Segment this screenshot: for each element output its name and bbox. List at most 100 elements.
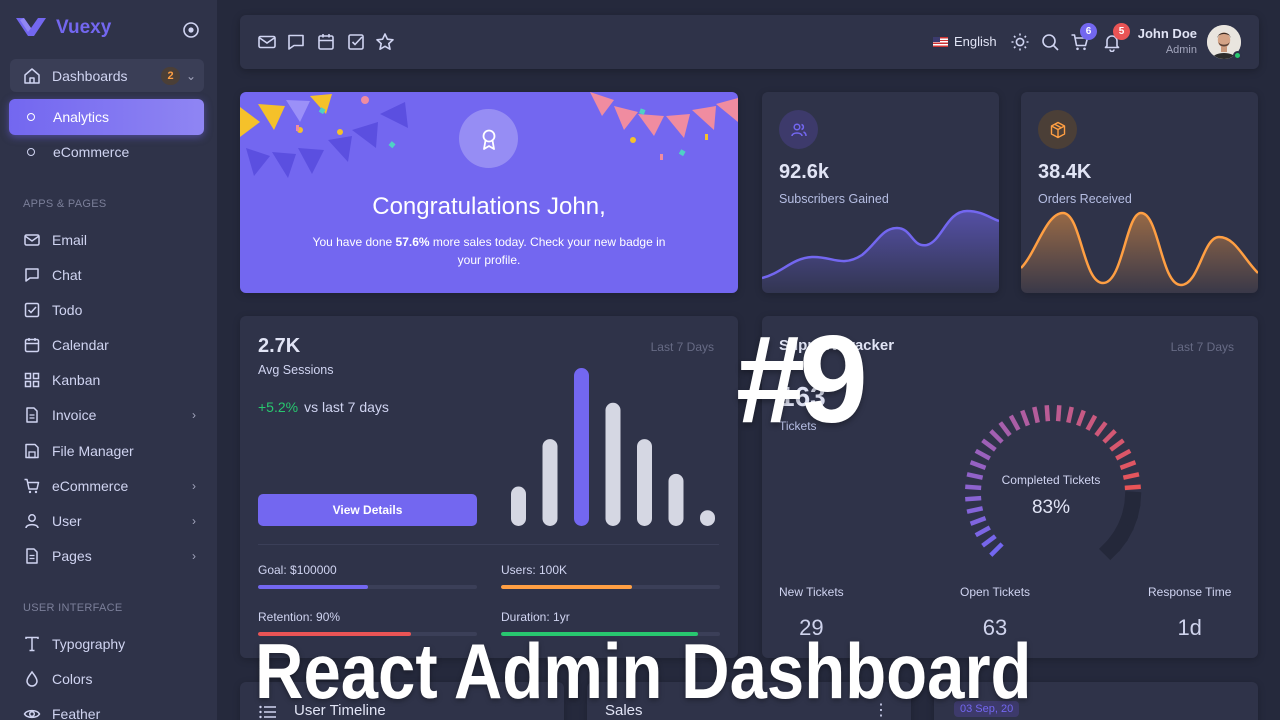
sidebar-item-label: eCommerce bbox=[52, 477, 129, 494]
sidebar-item-label: Calendar bbox=[52, 336, 109, 353]
gauge-segment bbox=[981, 438, 997, 452]
orders-received-card: 38.4K Orders Received bbox=[1021, 92, 1258, 293]
metric-goal: Goal: $100000 bbox=[258, 563, 477, 589]
sidebar-item-user[interactable]: User › bbox=[10, 504, 204, 537]
sidebar-item-label: Pages bbox=[52, 547, 92, 564]
sidebar-item-analytics[interactable]: Analytics bbox=[9, 99, 204, 135]
sidebar-item-label: Colors bbox=[52, 670, 93, 687]
gauge-segment bbox=[989, 429, 1004, 444]
progress-track bbox=[501, 585, 720, 589]
gauge-segment bbox=[1044, 405, 1051, 422]
support-range-dropdown[interactable]: Last 7 Days bbox=[1170, 340, 1234, 354]
user-icon bbox=[22, 511, 42, 531]
gauge-segment bbox=[1109, 438, 1125, 452]
gauge-segment bbox=[1020, 409, 1030, 427]
progress-fill bbox=[501, 585, 633, 589]
star-icon[interactable] bbox=[375, 32, 395, 52]
language-selector[interactable]: English bbox=[933, 34, 997, 49]
chevron-right-icon: › bbox=[192, 407, 196, 422]
chevron-down-icon: ⌄ bbox=[185, 68, 196, 83]
completed-tickets-gauge bbox=[965, 405, 1142, 561]
subscribers-area-chart bbox=[762, 209, 999, 293]
sidebar-item-label: Analytics bbox=[53, 109, 110, 125]
avatar[interactable] bbox=[1207, 25, 1241, 59]
chevron-right-icon: › bbox=[192, 513, 196, 528]
gauge-segment bbox=[1112, 521, 1134, 542]
search-icon[interactable] bbox=[1040, 32, 1060, 52]
sidebar-item-feather[interactable]: Feather bbox=[10, 697, 204, 720]
collapse-toggle-icon[interactable] bbox=[182, 21, 200, 39]
timeline-title: User Timeline bbox=[294, 702, 386, 719]
avg-sessions-card: 2.7K Avg Sessions Last 7 Days +5.2% vs la… bbox=[240, 316, 738, 658]
todo-icon[interactable] bbox=[346, 32, 366, 52]
gauge-segment bbox=[965, 484, 982, 491]
package-icon bbox=[1038, 110, 1077, 149]
top-navbar: English 6 5 John Doe Admin bbox=[240, 15, 1259, 69]
users-icon bbox=[779, 110, 818, 149]
sidebar-item-colors[interactable]: Colors bbox=[10, 662, 204, 695]
cart-badge: 6 bbox=[1080, 23, 1097, 40]
support-tracker-card: Support Tracker 163 Tickets Last 7 Days … bbox=[762, 316, 1258, 658]
sidebar-item-pages[interactable]: Pages › bbox=[10, 539, 204, 572]
thumbnail-headline: React Admin Dashboard bbox=[255, 627, 1032, 715]
sessions-range-dropdown[interactable]: Last 7 Days bbox=[650, 340, 714, 354]
award-icon bbox=[459, 109, 518, 168]
sessions-delta: +5.2% vs last 7 days bbox=[258, 399, 389, 415]
orders-area-chart bbox=[1021, 211, 1258, 293]
view-details-button[interactable]: View Details bbox=[258, 494, 477, 526]
progress-fill bbox=[501, 632, 699, 636]
sidebar-item-ecommerce[interactable]: eCommerce › bbox=[10, 469, 204, 502]
eye-icon bbox=[22, 704, 42, 720]
sidebar-item-email[interactable]: Email bbox=[10, 223, 204, 256]
sidebar-item-label: Chat bbox=[52, 266, 82, 283]
stat-label: New Tickets bbox=[779, 585, 844, 599]
sales-card: Sales ⋮ bbox=[587, 682, 911, 720]
user-role: Admin bbox=[1165, 44, 1197, 56]
delta-text: vs last 7 days bbox=[304, 399, 389, 415]
more-vertical-icon[interactable]: ⋮ bbox=[873, 702, 889, 719]
gauge-segment bbox=[969, 516, 987, 526]
gauge-segment bbox=[981, 534, 997, 548]
sidebar-item-todo[interactable]: Todo bbox=[10, 293, 204, 326]
sidebar-item-ecommerce-dashboard[interactable]: eCommerce bbox=[9, 134, 204, 170]
sidebar-item-typography[interactable]: Typography bbox=[10, 627, 204, 660]
stat-value: 63 bbox=[982, 615, 1008, 640]
user-name[interactable]: John Doe bbox=[1137, 26, 1197, 41]
sidebar-item-label: Invoice bbox=[52, 406, 97, 423]
subscribers-line bbox=[762, 209, 999, 280]
sidebar-item-label: Todo bbox=[52, 301, 83, 318]
sidebar-item-dashboards[interactable]: Dashboards 2 ⌄ bbox=[10, 59, 204, 92]
session-bar bbox=[542, 439, 558, 526]
brand-name: Vuexy bbox=[56, 17, 112, 38]
chat-icon[interactable] bbox=[286, 32, 306, 52]
gauge-segment bbox=[1102, 429, 1117, 444]
circle-icon bbox=[27, 148, 35, 156]
brand[interactable]: Vuexy bbox=[16, 16, 111, 40]
sidebar-item-calendar[interactable]: Calendar bbox=[10, 328, 204, 361]
calendar-icon[interactable] bbox=[316, 32, 336, 52]
gauge-segment bbox=[1115, 448, 1132, 461]
gauge-segment bbox=[966, 472, 984, 480]
sidebar-item-file-manager[interactable]: File Manager bbox=[10, 434, 204, 467]
sidebar-item-invoice[interactable]: Invoice › bbox=[10, 398, 204, 431]
gauge-segment bbox=[998, 421, 1012, 437]
session-bar bbox=[668, 473, 684, 526]
sessions-value: 2.7K bbox=[258, 335, 301, 357]
metric-label: Users: 100K bbox=[501, 563, 568, 577]
mail-icon[interactable] bbox=[257, 32, 277, 52]
sun-icon[interactable] bbox=[1010, 32, 1030, 52]
section-header-apps: APPS & PAGES bbox=[23, 198, 107, 210]
gauge-segment bbox=[1122, 472, 1140, 480]
gauge-segment bbox=[1066, 406, 1074, 424]
progress-fill bbox=[258, 632, 412, 636]
sidebar-item-chat[interactable]: Chat bbox=[10, 258, 204, 291]
metric-label: Duration: 1yr bbox=[501, 610, 570, 624]
support-sub: Tickets bbox=[779, 419, 817, 433]
sidebar-item-label: Feather bbox=[52, 705, 101, 720]
orders-area bbox=[1021, 213, 1258, 293]
sidebar-item-kanban[interactable]: Kanban bbox=[10, 363, 204, 396]
session-bar bbox=[574, 368, 589, 526]
support-title: Support Tracker bbox=[779, 337, 895, 354]
gauge-segment bbox=[1094, 421, 1108, 437]
sidebar: Vuexy Dashboards 2 ⌄ Analytics eCommerce… bbox=[0, 0, 217, 720]
